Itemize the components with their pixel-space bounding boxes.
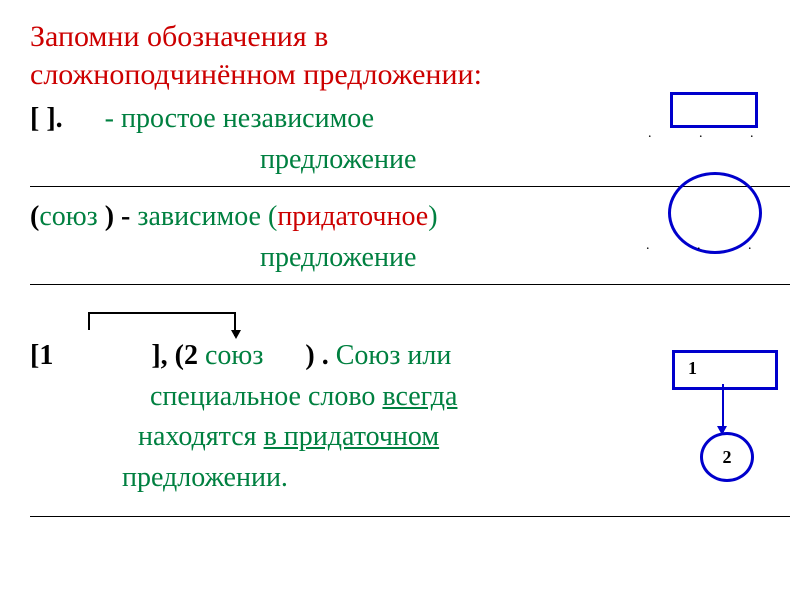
row2-soyuz: союз: [39, 201, 97, 232]
separator-2: [30, 284, 790, 285]
row3-soyuz: союз: [205, 340, 263, 371]
row1-cont: предложение: [30, 140, 776, 181]
row3-green4: предложении.: [122, 462, 288, 493]
row2-desc2: предложение: [260, 242, 416, 273]
row2-paren-open: (: [30, 201, 39, 232]
separator-1: [30, 186, 790, 187]
row3-green2b: всегда: [382, 381, 457, 412]
shape-rect-1-label: 1: [688, 358, 697, 379]
row3-line4: предложении.: [30, 458, 650, 499]
row2-prid-close: ): [428, 201, 437, 232]
row3-green2a: специальное слово: [150, 381, 382, 412]
row2-pridatochnoe: придаточное: [277, 201, 428, 232]
row3-green3b: в придаточном: [264, 421, 440, 452]
row1-brackets: [ ].: [30, 103, 63, 134]
row2: (союз ) - зависимое (придаточное): [30, 197, 776, 238]
row3-part2: ) .: [263, 340, 335, 371]
bracket-arrow-left: [88, 312, 90, 330]
bracket-arrow-head: [231, 330, 241, 339]
separator-3: [30, 516, 790, 517]
title-line1: Запомни обозначения в: [30, 20, 328, 53]
title: Запомни обозначения в сложноподчинённом …: [30, 18, 776, 93]
shape-rect-independent: [670, 92, 758, 128]
row1-desc2: предложение: [260, 144, 416, 175]
row2-paren-close: ) -: [98, 201, 138, 232]
row2-zavisimoe: зависимое: [137, 201, 268, 232]
row3-line3: находятся в придаточном: [30, 417, 650, 458]
row3-line2: специальное слово всегда: [30, 377, 650, 418]
row3-part1: [1 ], (2: [30, 340, 205, 371]
shape-circle-2-label: 2: [723, 447, 732, 468]
row3: [1 ], (2 союз ) . Союз или специальное с…: [30, 336, 650, 498]
row1-desc1: - простое независимое: [105, 103, 374, 134]
shape-circle-2: 2: [700, 432, 754, 482]
bracket-arrow: [88, 312, 236, 330]
diagram-connector-line: [722, 384, 724, 432]
bracket-arrow-top: [88, 312, 236, 314]
title-line2: сложноподчинённом предложении:: [30, 58, 482, 91]
row3-green1: Союз или: [336, 340, 452, 371]
row3-green3a: находятся: [138, 421, 264, 452]
dots-1: . . .: [648, 126, 776, 142]
row2-prid-open: (: [268, 201, 277, 232]
dots-2: . . .: [646, 238, 774, 254]
